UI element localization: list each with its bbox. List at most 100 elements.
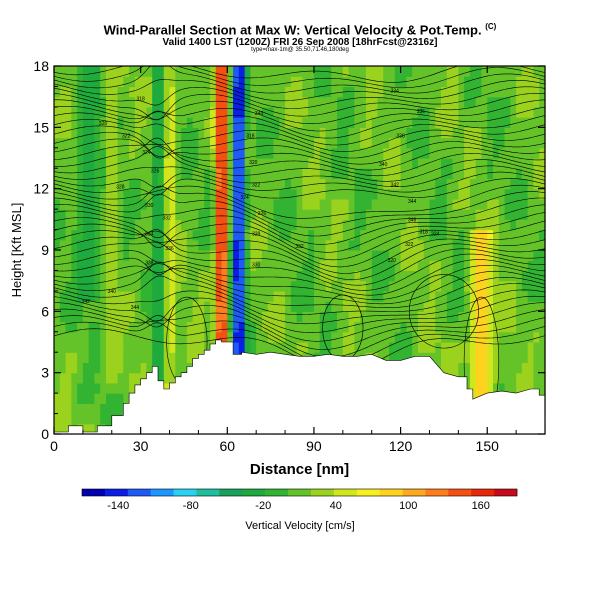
velocity-cell: [111, 311, 119, 323]
velocity-cell: [129, 239, 136, 251]
velocity-cell: [377, 127, 384, 139]
velocity-cell: [54, 270, 61, 282]
velocity-cell: [360, 158, 367, 169]
velocity-cell: [123, 117, 130, 128]
velocity-cell: [504, 331, 511, 343]
velocity-cell: [198, 311, 205, 323]
velocity-cell: [192, 342, 200, 353]
velocity-cell: [435, 106, 442, 118]
velocity-cell: [105, 209, 113, 220]
velocity-cell: [342, 147, 350, 159]
velocity-cell: [157, 209, 165, 220]
velocity-cell: [394, 127, 402, 139]
velocity-cell: [233, 250, 240, 261]
velocity-cell: [290, 198, 298, 210]
velocity-cell: [469, 106, 477, 118]
velocity-cell: [238, 168, 246, 180]
velocity-cell: [233, 229, 240, 241]
velocity-cell: [59, 260, 67, 272]
velocity-cell: [134, 137, 142, 149]
velocity-cell: [360, 219, 367, 231]
velocity-cell: [267, 311, 275, 323]
velocity-cell: [412, 127, 419, 139]
velocity-cell: [267, 250, 275, 261]
velocity-cell: [516, 137, 523, 149]
velocity-cell: [308, 239, 315, 251]
velocity-cell: [169, 352, 176, 364]
velocity-cell: [175, 342, 182, 353]
velocity-cell: [533, 117, 540, 128]
velocity-cell: [469, 382, 477, 394]
velocity-cell: [105, 229, 113, 241]
velocity-cell: [54, 372, 61, 384]
velocity-cell: [129, 342, 136, 353]
velocity-cell: [498, 168, 506, 180]
velocity-cell: [181, 76, 188, 88]
velocity-cell: [105, 372, 113, 384]
velocity-cell: [54, 342, 61, 353]
velocity-cell: [510, 96, 517, 108]
velocity-cell: [279, 250, 286, 261]
velocity-cell: [65, 362, 72, 374]
velocity-cell: [152, 260, 159, 272]
velocity-cell: [59, 382, 67, 394]
velocity-cell: [261, 311, 269, 323]
velocity-cell: [134, 301, 142, 312]
velocity-cell: [423, 260, 431, 272]
velocity-cell: [134, 106, 142, 118]
velocity-cell: [498, 270, 506, 282]
velocity-cell: [163, 280, 171, 292]
velocity-cell: [244, 229, 251, 241]
velocity-cell: [313, 342, 321, 353]
velocity-cell: [88, 393, 96, 404]
velocity-cell: [389, 290, 396, 302]
velocity-cell: [267, 86, 275, 98]
velocity-cell: [446, 280, 454, 292]
velocity-cell: [209, 331, 217, 343]
velocity-cell: [429, 311, 436, 323]
velocity-cell: [100, 168, 107, 180]
velocity-cell: [342, 127, 350, 139]
velocity-cell: [181, 86, 188, 98]
theta-contour-line: [53, 165, 546, 187]
velocity-cell: [157, 280, 165, 292]
velocity-cell: [140, 239, 148, 251]
velocity-cell: [504, 106, 511, 118]
velocity-cell: [412, 260, 419, 272]
velocity-cell: [192, 178, 200, 190]
velocity-cell: [493, 76, 500, 88]
velocity-cell: [331, 321, 338, 333]
velocity-cell: [342, 168, 350, 180]
velocity-cell: [360, 239, 367, 251]
velocity-cell: [319, 188, 327, 200]
theta-contour-line: [53, 230, 546, 274]
velocity-cell: [365, 198, 373, 210]
velocity-cell: [65, 403, 72, 415]
velocity-cell: [452, 270, 459, 282]
velocity-cell: [71, 86, 78, 98]
velocity-cell: [71, 219, 78, 231]
velocity-cell: [371, 290, 379, 302]
velocity-cell: [446, 250, 454, 261]
velocity-cell: [123, 372, 130, 384]
velocity-cell: [82, 290, 90, 302]
velocity-cell: [464, 168, 471, 180]
x-tick-label: 30: [133, 438, 149, 454]
velocity-cell: [129, 86, 136, 98]
velocity-cell: [273, 158, 280, 169]
velocity-cell: [77, 127, 84, 139]
velocity-cell: [435, 178, 442, 190]
velocity-cell: [481, 382, 488, 394]
velocity-cell: [238, 178, 246, 190]
velocity-cell: [77, 229, 84, 241]
velocity-cell: [493, 352, 500, 364]
velocity-cell: [458, 106, 465, 118]
velocity-cell: [360, 198, 367, 210]
velocity-cell: [204, 239, 211, 251]
velocity-cell: [441, 76, 448, 88]
velocity-cell: [117, 117, 124, 128]
velocity-cell: [129, 301, 136, 312]
velocity-cell: [412, 188, 419, 200]
velocity-cell: [498, 198, 506, 210]
theta-contour-label: 322: [122, 134, 131, 140]
